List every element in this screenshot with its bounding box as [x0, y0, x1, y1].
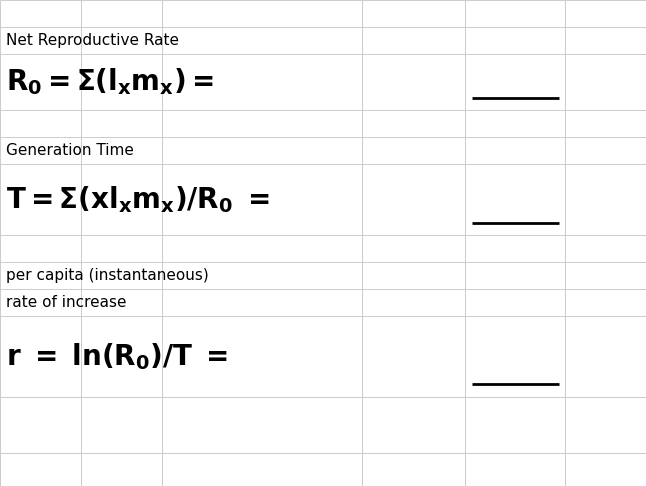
Text: per capita (instantaneous): per capita (instantaneous) [6, 268, 209, 283]
Text: rate of increase: rate of increase [6, 295, 127, 310]
Text: $\mathbf{r \ = \ ln(R_0)/T \ =}$: $\mathbf{r \ = \ ln(R_0)/T \ =}$ [6, 341, 229, 372]
Text: Net Reproductive Rate: Net Reproductive Rate [6, 33, 180, 48]
Text: Generation Time: Generation Time [6, 143, 134, 158]
Text: $\mathbf{T = \Sigma(xl_xm_x)/R_0 \ =}$: $\mathbf{T = \Sigma(xl_xm_x)/R_0 \ =}$ [6, 184, 270, 215]
Text: $\mathbf{R_0 = \Sigma(l_xm_x) =}$: $\mathbf{R_0 = \Sigma(l_xm_x) =}$ [6, 67, 214, 97]
